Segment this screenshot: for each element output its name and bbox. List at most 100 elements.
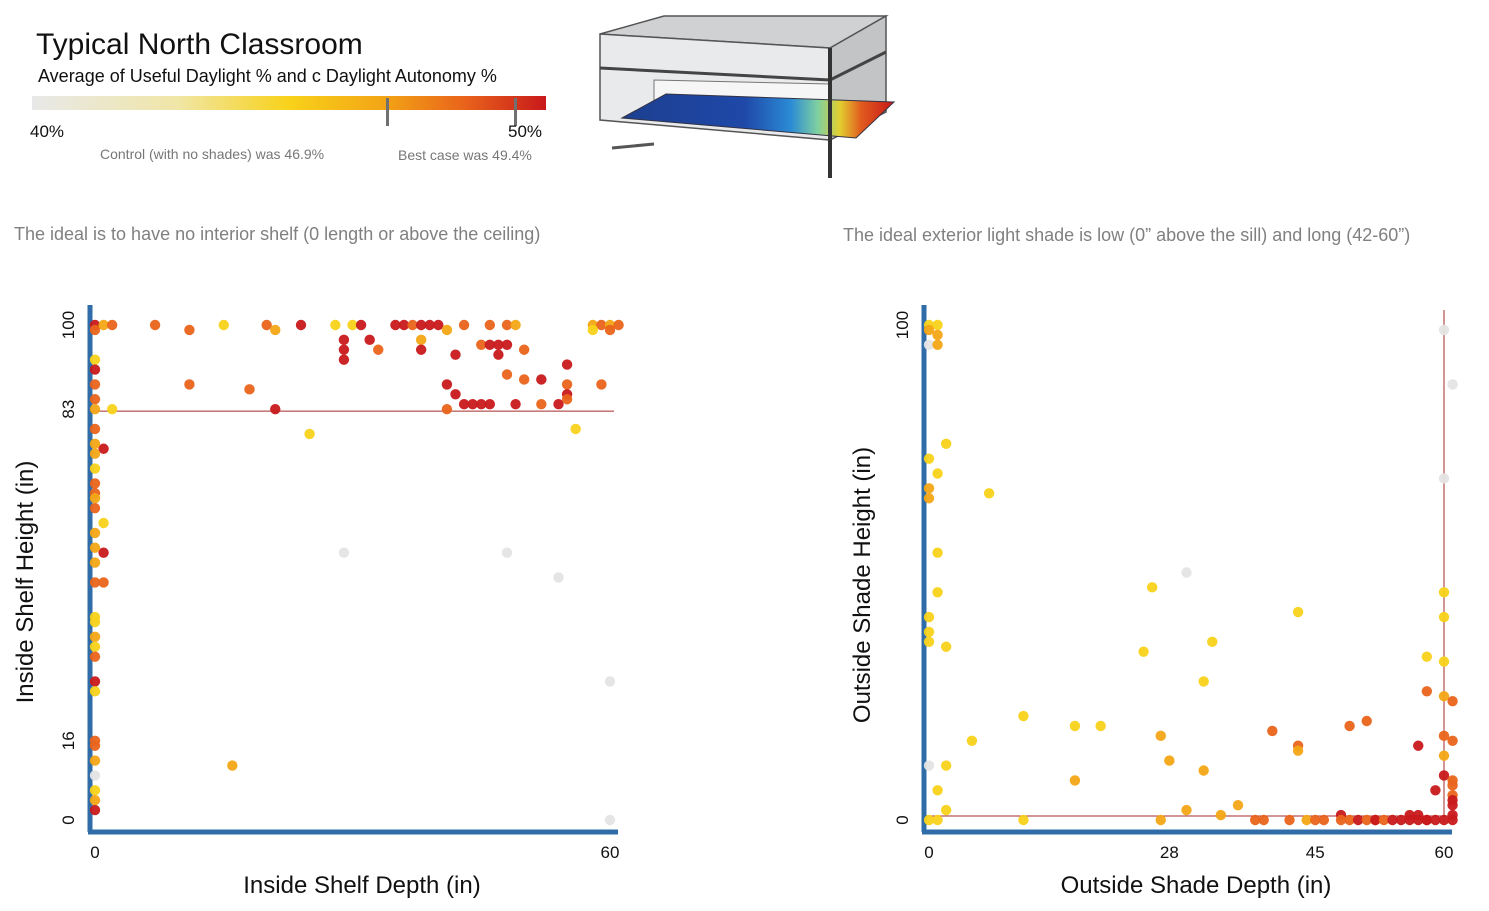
data-point	[355, 319, 367, 331]
color-scale-bar	[32, 96, 546, 110]
data-point	[966, 735, 978, 746]
data-point	[450, 349, 461, 360]
data-point	[98, 547, 109, 558]
data-point	[484, 399, 496, 410]
data-point	[1395, 814, 1407, 826]
data-point	[1198, 765, 1209, 776]
data-point	[89, 676, 101, 687]
y-tick-label: 100	[59, 311, 78, 339]
data-point	[596, 379, 607, 390]
data-point	[1095, 720, 1106, 732]
best-case-note: Best case was 49.4%	[398, 147, 532, 163]
data-point	[398, 319, 410, 331]
data-point	[1447, 735, 1458, 746]
data-point	[923, 339, 935, 350]
data-point	[89, 577, 101, 588]
data-point	[89, 493, 101, 504]
data-point	[570, 423, 581, 435]
data-point	[518, 374, 530, 385]
data-point	[1447, 379, 1458, 390]
data-point	[347, 319, 358, 331]
data-point	[1284, 814, 1295, 826]
data-point	[1292, 745, 1304, 756]
right-chart-caption: The ideal exterior light shade is low (0…	[843, 225, 1411, 245]
x-axis-label: Inside Shelf Depth (in)	[243, 872, 480, 899]
data-point	[940, 804, 952, 816]
data-point	[450, 389, 461, 400]
data-point	[1438, 691, 1450, 702]
data-point	[295, 319, 307, 331]
data-point	[184, 324, 195, 336]
data-point	[441, 324, 453, 336]
y-tick-label: 16	[59, 731, 78, 750]
data-point	[940, 641, 952, 652]
data-point	[89, 438, 101, 449]
data-point	[923, 483, 935, 494]
data-point	[932, 319, 943, 331]
x-tick-label: 0	[90, 843, 99, 862]
data-point	[1430, 814, 1441, 826]
data-point	[89, 354, 101, 365]
data-point	[484, 339, 496, 350]
data-point	[458, 399, 470, 410]
data-point	[106, 403, 118, 415]
data-point	[932, 785, 943, 796]
data-point	[1438, 750, 1450, 761]
data-point	[338, 354, 350, 365]
data-point	[1232, 799, 1244, 811]
data-point	[923, 493, 935, 504]
data-point	[587, 324, 599, 336]
data-point	[390, 319, 401, 331]
data-point	[1447, 799, 1458, 811]
data-point	[441, 403, 453, 415]
data-point	[441, 379, 453, 390]
data-point	[89, 379, 101, 390]
data-point	[501, 339, 513, 350]
data-point	[1404, 814, 1415, 826]
data-point	[89, 502, 101, 514]
y-tick-label: 83	[59, 400, 78, 419]
data-point	[932, 814, 943, 826]
page-subtitle: Average of Useful Daylight % and c Dayli…	[38, 66, 497, 86]
data-point	[476, 399, 487, 410]
data-point	[89, 394, 101, 405]
data-point	[510, 319, 521, 331]
data-point	[1344, 720, 1355, 732]
data-point	[338, 344, 350, 355]
data-point	[596, 319, 607, 331]
data-point	[89, 740, 101, 751]
data-point	[484, 319, 496, 331]
scale-min-label: 40%	[30, 122, 65, 141]
data-point	[536, 374, 547, 385]
data-point	[932, 468, 943, 479]
data-point	[1146, 582, 1158, 593]
data-point	[458, 319, 470, 331]
data-point	[89, 785, 101, 796]
data-point	[89, 804, 101, 816]
data-point	[1335, 814, 1347, 826]
data-point	[270, 403, 281, 415]
data-point	[98, 319, 109, 331]
data-point	[89, 423, 101, 435]
data-point	[932, 329, 943, 341]
data-point	[89, 527, 101, 539]
data-point	[1258, 814, 1269, 826]
scale-max-label: 50%	[508, 122, 543, 141]
data-point	[476, 339, 487, 350]
data-point	[1181, 804, 1192, 816]
data-point	[1292, 606, 1304, 618]
data-point	[89, 463, 101, 474]
data-point	[98, 443, 109, 454]
inside-shelf-chart: 0 60 0 16 83 100 Inside Shelf Depth (in) Inside…	[12, 305, 624, 899]
data-point	[923, 453, 935, 464]
data-point	[1413, 814, 1424, 826]
data-point	[149, 319, 161, 331]
data-point	[923, 611, 935, 623]
data-point	[1310, 814, 1321, 826]
data-point	[1438, 730, 1450, 742]
data-point	[1438, 770, 1450, 781]
data-point	[1361, 814, 1372, 826]
data-point	[536, 399, 547, 410]
data-point	[1138, 646, 1149, 657]
